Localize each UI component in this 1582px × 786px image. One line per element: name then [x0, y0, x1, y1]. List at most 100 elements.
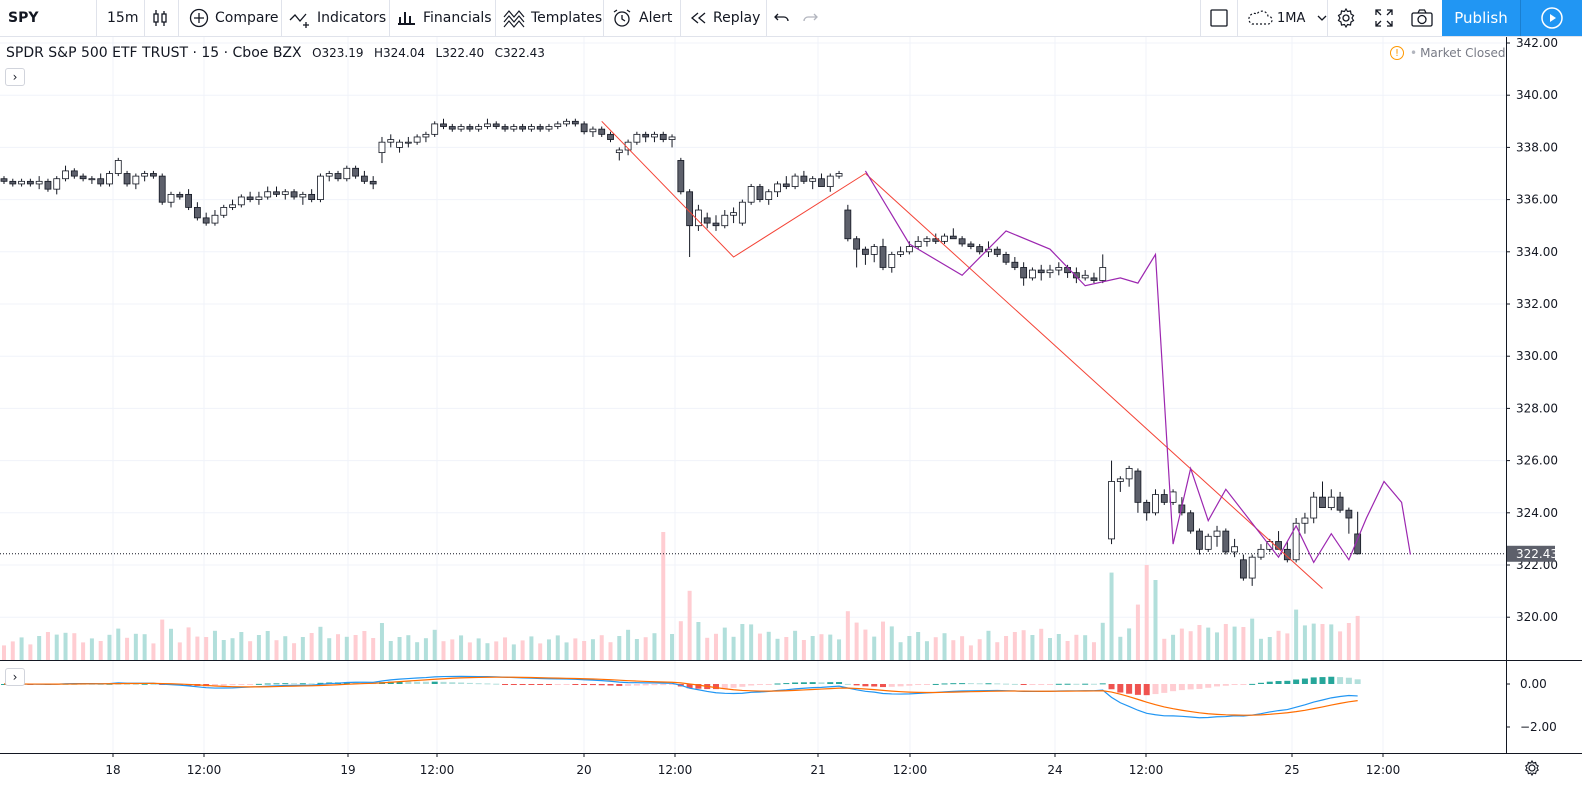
macd-histogram-bar	[651, 684, 658, 686]
publish-video-button[interactable]	[1520, 0, 1582, 36]
chart-grid	[0, 37, 1506, 753]
macd-histogram-bar	[545, 684, 552, 685]
macd-tick-label: −2.00	[1520, 720, 1557, 734]
volume-bar	[1355, 615, 1360, 660]
macd-histogram-bar	[783, 683, 790, 685]
fullscreen-button[interactable]	[1374, 0, 1394, 36]
interval-button[interactable]: 15m	[107, 0, 138, 36]
macd-histogram-bar	[906, 684, 913, 686]
candle-down	[853, 238, 861, 250]
volume-bar	[960, 636, 965, 660]
volume-bar	[441, 641, 446, 660]
candle-up	[431, 123, 439, 135]
volume-bar	[406, 635, 411, 660]
macd-histogram-bar	[1284, 680, 1291, 684]
candle-up	[545, 126, 553, 130]
macd-histogram-bar	[598, 684, 605, 686]
chevron-right-icon: ›	[12, 670, 18, 684]
gear-icon	[1525, 759, 1539, 777]
macd-legend-expand-button[interactable]: ›	[5, 668, 25, 686]
volume-bar	[696, 622, 701, 660]
time-tick-label: 21	[810, 763, 825, 777]
volume-bar	[810, 636, 815, 660]
candle-up	[1204, 535, 1212, 550]
candle-up	[1108, 481, 1115, 540]
volume-bar	[450, 639, 455, 660]
compare-button[interactable]: Compare	[189, 0, 279, 36]
macd-axis[interactable]: 0.00 −2.00	[1506, 677, 1557, 734]
volume-bar	[731, 636, 736, 660]
settings-button[interactable]	[1335, 0, 1357, 36]
macd-histogram-bar	[299, 683, 306, 685]
toolbar-divider	[281, 0, 282, 36]
volume-bar	[599, 635, 604, 660]
volume-bar	[1162, 638, 1167, 660]
layout-button[interactable]: 1MA	[1246, 0, 1327, 36]
macd-histogram-bar	[1170, 684, 1177, 692]
time-axis[interactable]: 18 12:00 19 12:00 20 12:00 21 12:00 24 12:00 25 12:…	[105, 753, 1400, 777]
price-axis[interactable]: 342.00 340.00 338.00 336.00 334.00 332.00 330.…	[1506, 37, 1582, 660]
macd-histogram-bar	[1222, 684, 1229, 686]
volume-bar	[1179, 628, 1184, 660]
volume-bar	[942, 633, 947, 660]
volume-bar	[863, 629, 868, 660]
redo-icon	[801, 10, 819, 26]
candle-down	[703, 217, 711, 224]
alert-button[interactable]: Alert	[611, 0, 672, 36]
status-dot-icon: •	[1410, 46, 1418, 60]
legend-expand-button[interactable]: ›	[5, 68, 25, 86]
fullscreen-layout-button[interactable]	[1209, 0, 1229, 36]
market-status: ! • Market Closed	[1390, 46, 1505, 60]
macd-histogram-bar	[502, 684, 509, 685]
candle-down	[1072, 272, 1080, 279]
toolbar-divider	[1327, 0, 1328, 36]
snapshot-button[interactable]	[1410, 0, 1434, 36]
symbol-label: SPY	[8, 10, 39, 26]
candle-up	[633, 133, 641, 143]
macd-histogram-bar	[748, 684, 755, 686]
axis-settings-button[interactable]	[1525, 759, 1539, 777]
volume-bar	[397, 637, 402, 660]
undo-button[interactable]	[773, 0, 791, 36]
volume-bar	[1144, 565, 1149, 660]
candle-up	[1125, 468, 1133, 480]
candle-up	[299, 193, 307, 198]
chart-style-button[interactable]	[150, 0, 170, 36]
redo-button[interactable]	[801, 0, 819, 36]
volume-bar	[889, 626, 894, 660]
volume-bar	[564, 642, 569, 660]
financials-button[interactable]: Financials	[397, 0, 492, 36]
volume-bar	[1171, 634, 1176, 660]
square-icon	[1209, 8, 1229, 28]
candle-down	[97, 178, 105, 185]
volume-bar	[1232, 626, 1237, 660]
macd-histogram-bar	[669, 684, 676, 685]
symbol-search[interactable]: SPY	[8, 0, 38, 36]
ohlc-low: L322.40	[435, 46, 485, 60]
time-tick-label: 25	[1284, 763, 1299, 777]
macd-histogram-bar	[888, 684, 895, 687]
indicators-button[interactable]: Indicators	[289, 0, 386, 36]
replay-button[interactable]: Replay	[689, 0, 760, 36]
candle-up	[721, 214, 729, 227]
time-tick-label: 12:00	[658, 763, 693, 777]
candle-up	[554, 123, 562, 127]
candle-up	[167, 193, 175, 203]
publish-button[interactable]: Publish	[1442, 0, 1520, 36]
templates-button[interactable]: Templates	[503, 0, 602, 36]
volume-bar	[740, 624, 745, 660]
candle-down	[290, 191, 298, 198]
chart-canvas[interactable]: 342.00 340.00 338.00 336.00 334.00 332.00 330.…	[0, 37, 1582, 786]
macd-histogram-bar	[1354, 679, 1361, 684]
macd-histogram-bar	[493, 683, 500, 685]
volume-bar	[1118, 636, 1123, 660]
candle-up	[475, 126, 483, 130]
candle-down	[879, 246, 887, 268]
macd-histogram-bar	[1003, 683, 1010, 685]
undo-icon	[773, 10, 791, 26]
candle-down	[44, 180, 52, 190]
macd-histogram-bar	[229, 684, 236, 686]
volume-bar	[248, 641, 253, 660]
candle-down	[607, 133, 614, 140]
macd-histogram-bar	[607, 684, 614, 686]
